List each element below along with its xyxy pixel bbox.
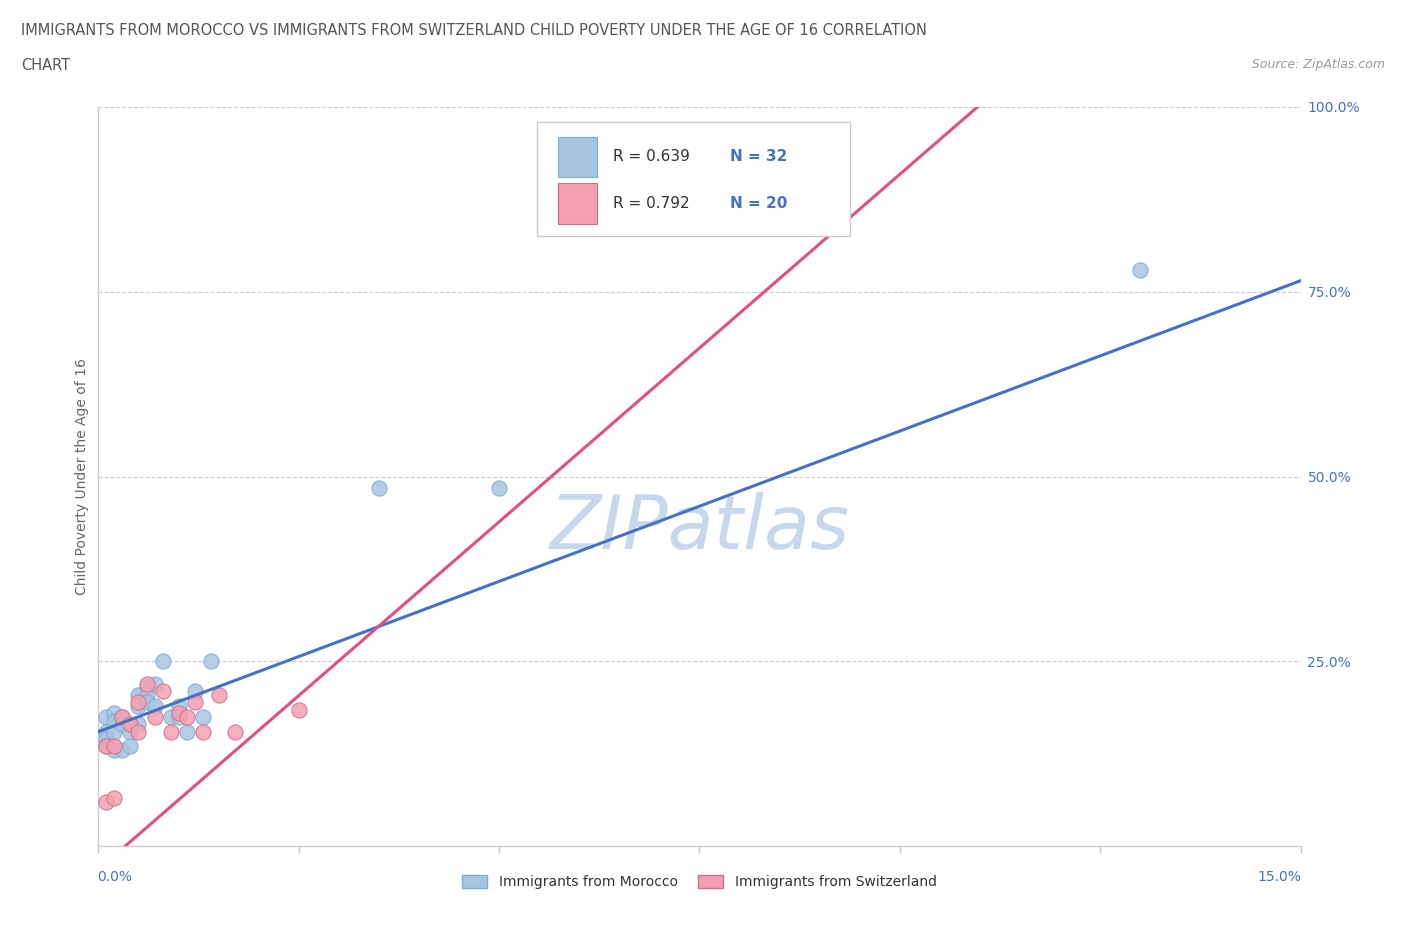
Point <box>167 710 190 724</box>
Point <box>176 710 198 724</box>
Point <box>191 710 214 724</box>
Point <box>200 654 222 669</box>
Text: 15.0%: 15.0% <box>1258 870 1302 884</box>
Text: R = 0.639: R = 0.639 <box>613 150 690 165</box>
Point <box>159 724 181 739</box>
Point <box>135 687 157 702</box>
Point <box>103 739 125 754</box>
Point <box>128 687 150 702</box>
Point <box>143 710 166 724</box>
Point <box>167 698 190 713</box>
Point <box>128 698 150 713</box>
Point <box>609 152 631 166</box>
Text: N = 32: N = 32 <box>730 150 787 165</box>
Point <box>103 743 125 758</box>
Point <box>224 724 246 739</box>
Point <box>120 739 142 754</box>
Text: ZIPatlas: ZIPatlas <box>550 492 849 565</box>
Legend: Immigrants from Morocco, Immigrants from Switzerland: Immigrants from Morocco, Immigrants from… <box>457 870 942 895</box>
Point <box>208 687 231 702</box>
Point <box>103 713 125 728</box>
Bar <box>558 183 598 224</box>
Point <box>128 717 150 732</box>
Text: CHART: CHART <box>21 58 70 73</box>
Point <box>96 739 118 754</box>
Point <box>1129 262 1152 277</box>
Point <box>183 684 205 698</box>
Point <box>96 794 118 809</box>
Text: IMMIGRANTS FROM MOROCCO VS IMMIGRANTS FROM SWITZERLAND CHILD POVERTY UNDER THE A: IMMIGRANTS FROM MOROCCO VS IMMIGRANTS FR… <box>21 23 927 38</box>
Text: N = 20: N = 20 <box>730 196 787 211</box>
FancyBboxPatch shape <box>537 122 849 236</box>
Point <box>120 724 142 739</box>
Point <box>111 717 134 732</box>
Point <box>176 724 198 739</box>
Point <box>191 724 214 739</box>
Text: R = 0.792: R = 0.792 <box>613 196 689 211</box>
Text: 0.0%: 0.0% <box>97 870 132 884</box>
Point <box>111 710 134 724</box>
Point <box>120 717 142 732</box>
Point <box>159 710 181 724</box>
Point <box>135 680 157 695</box>
Point <box>128 695 150 710</box>
Text: Source: ZipAtlas.com: Source: ZipAtlas.com <box>1251 58 1385 71</box>
Point <box>128 724 150 739</box>
Point <box>135 676 157 691</box>
Point <box>135 695 157 710</box>
Point <box>96 710 118 724</box>
Point <box>103 790 125 805</box>
Point <box>103 724 125 739</box>
Point <box>143 676 166 691</box>
Point <box>111 710 134 724</box>
Point <box>288 702 311 717</box>
Point <box>368 480 391 495</box>
Point <box>96 732 118 747</box>
Y-axis label: Child Poverty Under the Age of 16: Child Poverty Under the Age of 16 <box>76 358 90 595</box>
Point <box>152 654 174 669</box>
Point <box>167 706 190 721</box>
Point <box>103 706 125 721</box>
Point <box>96 739 118 754</box>
Point <box>488 480 510 495</box>
Point <box>183 695 205 710</box>
Bar <box>558 137 598 178</box>
Point <box>111 743 134 758</box>
Point <box>96 724 118 739</box>
Point <box>143 698 166 713</box>
Point <box>152 684 174 698</box>
